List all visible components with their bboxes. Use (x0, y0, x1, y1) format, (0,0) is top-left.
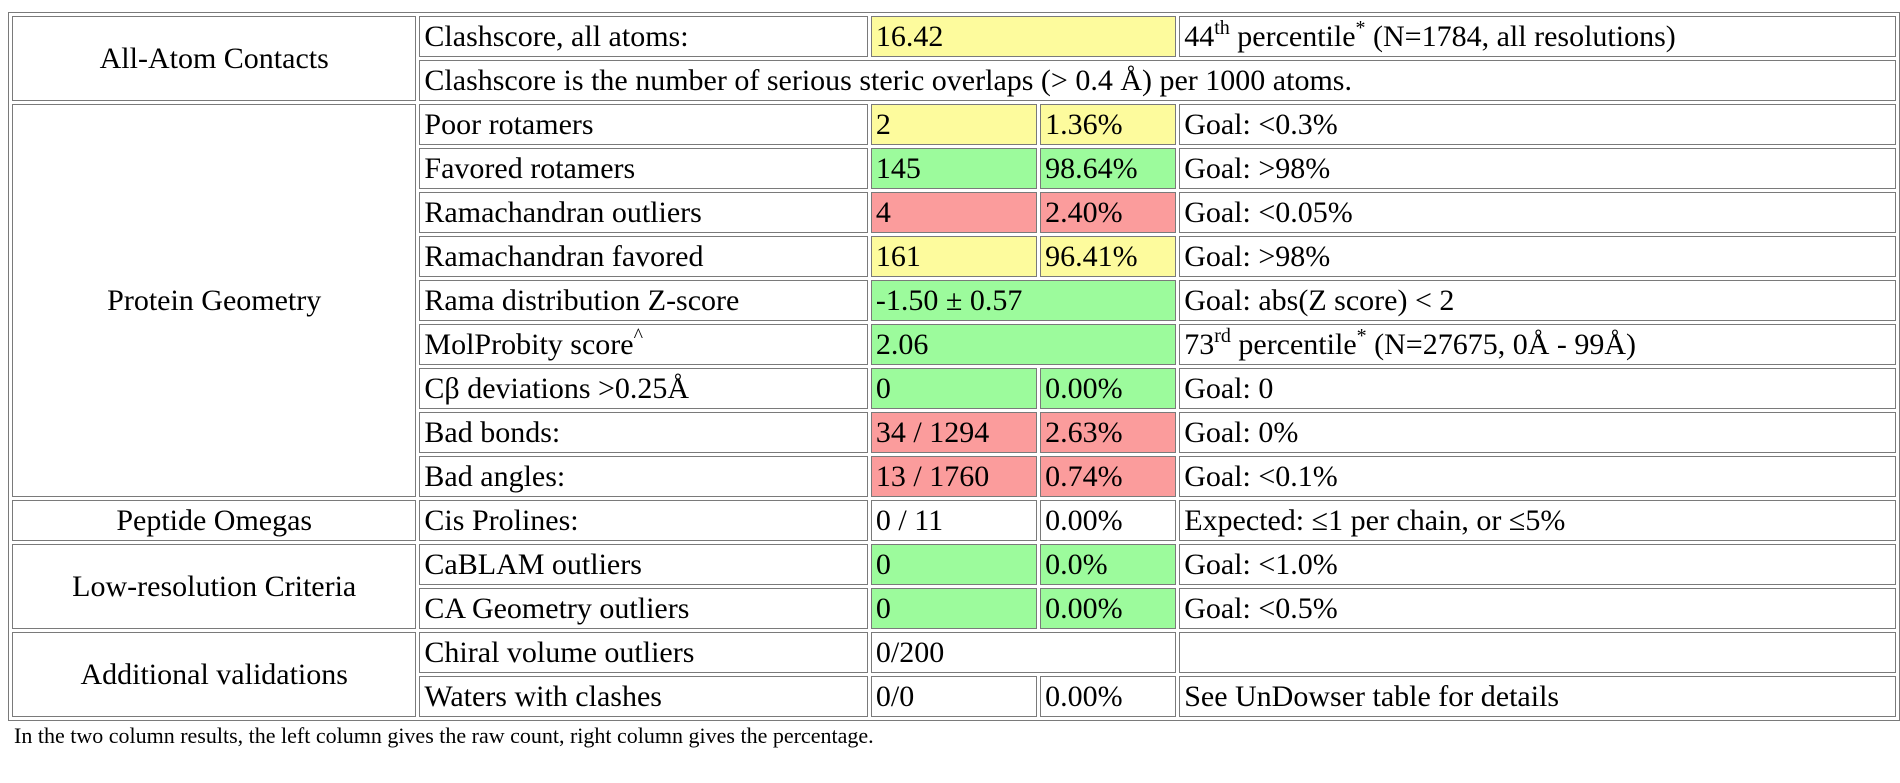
ca-geometry-label: CA Geometry outliers (419, 588, 868, 629)
table-footnote: In the two column results, the left colu… (14, 723, 874, 748)
table-row: Additional validations Chiral volume out… (12, 632, 1896, 717)
chiral-goal (1179, 632, 1896, 673)
rama-favored-goal: Goal: >98% (1179, 236, 1896, 277)
clashscore-label: Clashscore, all atoms: (419, 16, 868, 57)
cis-prolines-goal: Expected: ≤1 per chain, or ≤5% (1179, 500, 1896, 541)
poor-rotamers-goal: Goal: <0.3% (1179, 104, 1896, 145)
table-row: Rama distribution Z-score -1.50 ± 0.57 G… (12, 280, 1896, 321)
molprobity-rank: 73 (1184, 327, 1215, 361)
cis-prolines-percent: 0.00% (1040, 500, 1177, 541)
poor-rotamers-label: Poor rotamers (419, 104, 868, 145)
rama-outliers-label: Ramachandran outliers (419, 192, 868, 233)
category-low-resolution-criteria: Low-resolution Criteria (12, 544, 417, 629)
cablam-count: 0 (870, 544, 1038, 585)
rama-z-goal: Goal: abs(Z score) < 2 (1179, 280, 1896, 321)
category-protein-geometry: Protein Geometry (12, 104, 417, 497)
chiral-label: Chiral volume outliers (419, 632, 868, 673)
bad-bonds-percent: 2.63% (1040, 412, 1177, 453)
table-row: Cβ deviations >0.25Å 0 0.00% Goal: 0 (12, 368, 1896, 409)
bad-angles-percent: 0.74% (1040, 456, 1177, 497)
molprobity-rank-suffix: rd (1214, 324, 1231, 347)
table-row: Favored rotamers 145 98.64% Goal: >98% (12, 148, 1896, 189)
table-row: Peptide Omegas Cis Prolines: 0 / 11 0.00… (12, 500, 1896, 541)
waters-percent: 0.00% (1040, 676, 1177, 717)
clashscore-note: Clashscore is the number of serious ster… (419, 60, 1896, 101)
molprobity-score-label-text: MolProbity score (424, 327, 634, 361)
bad-bonds-label: Bad bonds: (419, 412, 868, 453)
waters-goal: See UnDowser table for details (1179, 676, 1896, 717)
clashscore-percentile-word: percentile (1229, 19, 1356, 53)
table-row: Ramachandran outliers 4 2.40% Goal: <0.0… (12, 192, 1896, 233)
clashscore-asterisk: * (1355, 16, 1366, 39)
table-row: All-Atom Contacts Clashscore, all atoms:… (12, 16, 1896, 101)
table-row: MolProbity score^ 2.06 73rd percentile* … (12, 324, 1896, 365)
molprobity-score-label: MolProbity score^ (419, 324, 868, 365)
rama-favored-count: 161 (870, 236, 1038, 277)
rama-z-label: Rama distribution Z-score (419, 280, 868, 321)
cbeta-label: Cβ deviations >0.25Å (419, 368, 868, 409)
molprobity-asterisk: * (1356, 324, 1367, 347)
cis-prolines-label: Cis Prolines: (419, 500, 868, 541)
rama-favored-percent: 96.41% (1040, 236, 1177, 277)
category-peptide-omegas: Peptide Omegas (12, 500, 417, 541)
clashscore-rank-suffix: th (1214, 16, 1230, 39)
bad-bonds-count: 34 / 1294 (870, 412, 1038, 453)
table-row: CA Geometry outliers 0 0.00% Goal: <0.5% (12, 588, 1896, 629)
cablam-label: CaBLAM outliers (419, 544, 868, 585)
molprobity-score-value: 2.06 (870, 324, 1177, 365)
table-row: Bad angles: 13 / 1760 0.74% Goal: <0.1% (12, 456, 1896, 497)
waters-label: Waters with clashes (419, 676, 868, 717)
rama-outliers-count: 4 (870, 192, 1038, 233)
table-row: Protein Geometry Poor rotamers 2 1.36% G… (12, 104, 1896, 497)
table-row: Clashscore is the number of serious ster… (12, 60, 1896, 101)
favored-rotamers-percent: 98.64% (1040, 148, 1177, 189)
molprobity-detail: (N=27675, 0Å - 99Å) (1366, 327, 1637, 361)
page: All-Atom Contacts Clashscore, all atoms:… (8, 12, 1900, 748)
cis-prolines-count: 0 / 11 (870, 500, 1038, 541)
cbeta-percent: 0.00% (1040, 368, 1177, 409)
molprobity-percentile-word: percentile (1230, 327, 1357, 361)
bad-bonds-goal: Goal: 0% (1179, 412, 1896, 453)
molprobity-summary-table: All-Atom Contacts Clashscore, all atoms:… (8, 12, 1900, 721)
clashscore-rank: 44 (1184, 19, 1215, 53)
poor-rotamers-percent: 1.36% (1040, 104, 1177, 145)
molprobity-percentile: 73rd percentile* (N=27675, 0Å - 99Å) (1179, 324, 1896, 365)
clashscore-value: 16.42 (870, 16, 1177, 57)
table-row: Ramachandran favored 161 96.41% Goal: >9… (12, 236, 1896, 277)
cablam-goal: Goal: <1.0% (1179, 544, 1896, 585)
chiral-value: 0/200 (870, 632, 1177, 673)
bad-angles-label: Bad angles: (419, 456, 868, 497)
clashscore-percentile: 44th percentile* (N=1784, all resolution… (1179, 16, 1896, 57)
table-row: Low-resolution Criteria CaBLAM outliers … (12, 544, 1896, 629)
waters-count: 0/0 (870, 676, 1038, 717)
clashscore-detail: (N=1784, all resolutions) (1365, 19, 1676, 53)
category-all-atom-contacts: All-Atom Contacts (12, 16, 417, 101)
cbeta-count: 0 (870, 368, 1038, 409)
favored-rotamers-count: 145 (870, 148, 1038, 189)
ca-geometry-percent: 0.00% (1040, 588, 1177, 629)
table-row: Bad bonds: 34 / 1294 2.63% Goal: 0% (12, 412, 1896, 453)
rama-outliers-goal: Goal: <0.05% (1179, 192, 1896, 233)
rama-favored-label: Ramachandran favored (419, 236, 868, 277)
rama-z-value: -1.50 ± 0.57 (870, 280, 1177, 321)
rama-outliers-percent: 2.40% (1040, 192, 1177, 233)
ca-geometry-count: 0 (870, 588, 1038, 629)
bad-angles-count: 13 / 1760 (870, 456, 1038, 497)
favored-rotamers-label: Favored rotamers (419, 148, 868, 189)
cbeta-goal: Goal: 0 (1179, 368, 1896, 409)
category-additional-validations: Additional validations (12, 632, 417, 717)
molprobity-score-caret: ^ (633, 324, 643, 347)
ca-geometry-goal: Goal: <0.5% (1179, 588, 1896, 629)
bad-angles-goal: Goal: <0.1% (1179, 456, 1896, 497)
table-row: Waters with clashes 0/0 0.00% See UnDows… (12, 676, 1896, 717)
cablam-percent: 0.0% (1040, 544, 1177, 585)
poor-rotamers-count: 2 (870, 104, 1038, 145)
favored-rotamers-goal: Goal: >98% (1179, 148, 1896, 189)
